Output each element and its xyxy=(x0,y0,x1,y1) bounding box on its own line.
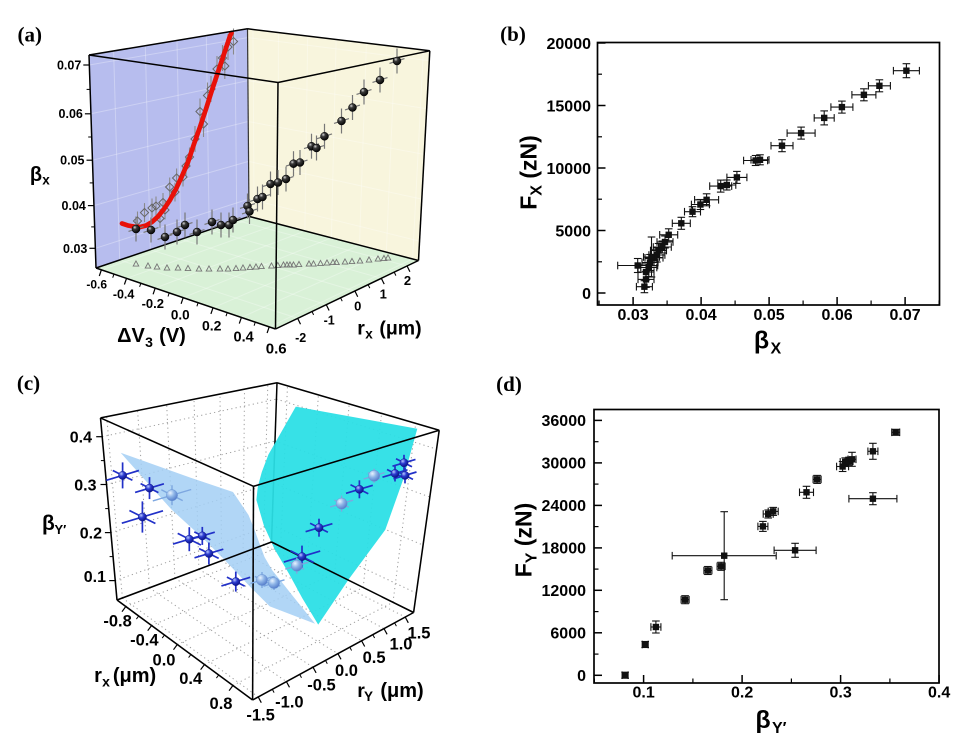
svg-text:0.1: 0.1 xyxy=(632,685,654,702)
svg-text:(a): (a) xyxy=(18,23,43,47)
svg-text:18000: 18000 xyxy=(542,541,587,558)
svg-text:2: 2 xyxy=(404,273,411,288)
svg-text:0.05: 0.05 xyxy=(754,307,785,324)
svg-text:(μm): (μm) xyxy=(380,680,423,702)
svg-text:-1.5: -1.5 xyxy=(246,706,274,724)
svg-text:(V): (V) xyxy=(159,325,186,347)
svg-text:0.3: 0.3 xyxy=(74,477,96,494)
svg-text:0.03: 0.03 xyxy=(63,242,87,256)
svg-text:(b): (b) xyxy=(500,22,526,46)
svg-text:0: 0 xyxy=(582,286,591,303)
svg-text:X: X xyxy=(771,341,782,358)
svg-text:β: β xyxy=(30,164,42,186)
svg-text:1.5: 1.5 xyxy=(408,624,431,642)
svg-text:0.3: 0.3 xyxy=(829,685,851,702)
svg-text:x: x xyxy=(102,674,110,690)
svg-text:0.06: 0.06 xyxy=(822,307,853,324)
svg-text:(d): (d) xyxy=(496,372,522,396)
svg-text:FX (zN): FX (zN) xyxy=(516,135,546,210)
svg-text:12000: 12000 xyxy=(542,583,587,600)
svg-text:0.0: 0.0 xyxy=(153,651,176,669)
svg-text:x: x xyxy=(365,327,373,342)
svg-text:1: 1 xyxy=(380,287,387,302)
svg-text:0.0: 0.0 xyxy=(171,307,190,322)
svg-text:-1: -1 xyxy=(324,314,335,328)
svg-text:30000: 30000 xyxy=(542,456,587,473)
svg-text:-0.4: -0.4 xyxy=(130,632,159,650)
svg-text:20000: 20000 xyxy=(547,36,592,53)
svg-text:0.4: 0.4 xyxy=(928,685,950,702)
svg-text:10000: 10000 xyxy=(547,161,592,178)
svg-text:(c): (c) xyxy=(17,371,40,395)
svg-text:0: 0 xyxy=(577,668,586,685)
svg-text:0.4: 0.4 xyxy=(179,670,203,688)
svg-text:0.0: 0.0 xyxy=(335,662,358,680)
svg-text:1.0: 1.0 xyxy=(390,635,413,653)
svg-text:0.1: 0.1 xyxy=(84,569,106,586)
svg-text:ΔV: ΔV xyxy=(117,325,145,347)
svg-text:Y′: Y′ xyxy=(772,720,787,737)
svg-text:0.2: 0.2 xyxy=(80,525,102,542)
svg-text:β: β xyxy=(755,706,770,734)
svg-text:-0.5: -0.5 xyxy=(307,676,335,694)
svg-text:-0.2: -0.2 xyxy=(142,296,164,311)
svg-text:0.04: 0.04 xyxy=(686,307,717,324)
svg-text:0.6: 0.6 xyxy=(266,340,287,357)
svg-text:(μm): (μm) xyxy=(113,665,156,687)
svg-text:3: 3 xyxy=(145,334,153,350)
svg-text:β: β xyxy=(754,327,769,355)
svg-text:15000: 15000 xyxy=(547,98,592,115)
svg-text:6000: 6000 xyxy=(550,626,586,643)
svg-text:0.4: 0.4 xyxy=(70,429,92,446)
svg-text:0: 0 xyxy=(354,299,361,314)
svg-text:0.5: 0.5 xyxy=(363,649,386,667)
svg-text:0.07: 0.07 xyxy=(890,307,921,324)
svg-text:0.4: 0.4 xyxy=(234,330,254,346)
svg-text:-1.0: -1.0 xyxy=(275,694,303,712)
svg-text:0.2: 0.2 xyxy=(731,685,753,702)
svg-text:-0.4: -0.4 xyxy=(113,287,135,301)
svg-text:-0.6: -0.6 xyxy=(86,278,107,292)
svg-text:0.8: 0.8 xyxy=(210,695,233,713)
svg-text:0.05: 0.05 xyxy=(60,154,84,168)
svg-text:Y: Y xyxy=(364,689,373,704)
svg-text:0.2: 0.2 xyxy=(202,317,222,333)
svg-text:0.07: 0.07 xyxy=(57,59,81,73)
svg-text:FY (zN): FY (zN) xyxy=(511,503,541,578)
svg-text:36000: 36000 xyxy=(542,413,587,430)
svg-text:0.04: 0.04 xyxy=(62,199,86,213)
svg-text:5000: 5000 xyxy=(555,223,591,240)
svg-text:-0.8: -0.8 xyxy=(103,613,131,631)
svg-text:0.03: 0.03 xyxy=(618,307,649,324)
svg-text:Y′: Y′ xyxy=(55,522,67,537)
svg-text:β: β xyxy=(42,512,55,535)
svg-text:r: r xyxy=(94,665,102,687)
svg-text:24000: 24000 xyxy=(542,498,587,515)
svg-text:(μm): (μm) xyxy=(379,318,421,340)
svg-text:0.06: 0.06 xyxy=(59,107,83,121)
svg-text:r: r xyxy=(357,680,365,702)
svg-text:-2: -2 xyxy=(295,331,306,345)
svg-text:r: r xyxy=(357,318,365,340)
svg-text:x: x xyxy=(42,173,50,188)
